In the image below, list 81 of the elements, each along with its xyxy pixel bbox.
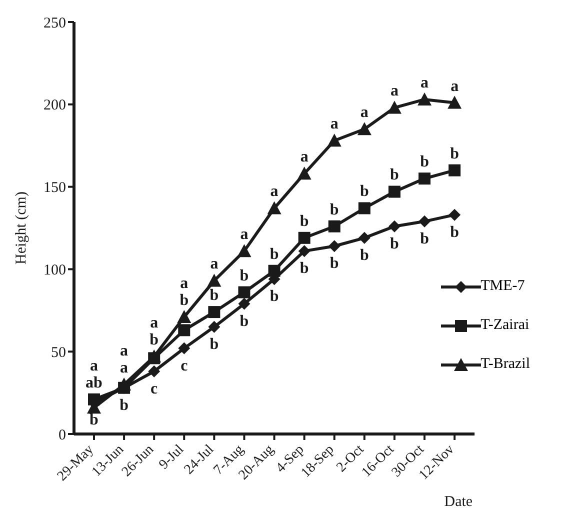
point [448, 96, 462, 109]
annotation: ab [86, 374, 103, 392]
annotation: a [120, 360, 128, 377]
point [327, 134, 342, 147]
point [387, 100, 402, 114]
annotation: b [210, 336, 219, 353]
y-tick-label: 100 [44, 262, 66, 279]
point [178, 342, 190, 354]
point [207, 274, 222, 287]
point [208, 306, 220, 318]
point [237, 244, 252, 258]
annotation: a [450, 78, 459, 95]
annotation: a [360, 104, 368, 122]
y-tick-label: 200 [44, 98, 66, 114]
annotation: a [420, 74, 429, 92]
point [418, 172, 431, 185]
annotation: b [420, 154, 430, 171]
annotation: b [240, 267, 249, 284]
y-tick-label: 150 [44, 180, 66, 196]
annotation: b [120, 396, 129, 414]
legend-label: T-Brazil [480, 356, 530, 373]
point [268, 264, 280, 277]
annotation: b [210, 287, 219, 304]
point [448, 164, 461, 176]
y-axis-title: Height (cm) [13, 192, 30, 264]
annotation: b [330, 255, 339, 272]
annotation: b [300, 212, 309, 230]
annotation: a [180, 274, 188, 292]
legend-label: TME-7 [480, 278, 525, 295]
point [238, 298, 250, 310]
point [298, 245, 310, 258]
point [267, 201, 282, 214]
annotation: b [390, 235, 400, 252]
point [328, 240, 340, 252]
annotation: b [150, 332, 159, 349]
point [388, 186, 400, 198]
annotation: b [270, 246, 279, 263]
annotation: a [300, 148, 308, 166]
annotation: b [330, 201, 339, 218]
point [298, 232, 310, 244]
annotation: a [330, 116, 338, 133]
annotation: a [390, 82, 398, 100]
point [178, 324, 190, 336]
annotation: a [270, 183, 278, 200]
point [88, 393, 100, 406]
annotation: b [90, 412, 99, 429]
point [448, 208, 461, 221]
annotation: b [450, 224, 460, 241]
y-tick-label: 0 [58, 427, 66, 444]
x-axis-title: Date [444, 494, 473, 510]
y-tick-label: 250 [44, 15, 66, 32]
annotation: b [180, 292, 189, 309]
legend-label: T-Zairai [480, 317, 530, 334]
point [208, 320, 220, 333]
annotation: b [450, 145, 460, 162]
y-tick-label: 50 [51, 344, 66, 361]
annotation: a [240, 226, 248, 244]
annotation: b [300, 260, 309, 278]
point [418, 215, 431, 228]
point [238, 286, 250, 298]
annotation: c [150, 380, 158, 398]
annotation: b [360, 246, 369, 264]
point [358, 202, 370, 214]
annotation: a [210, 256, 218, 273]
point [177, 310, 192, 323]
point [328, 220, 340, 232]
annotation: b [390, 166, 400, 184]
point [297, 166, 312, 180]
point [418, 92, 432, 106]
annotation: a [150, 314, 158, 332]
annotation: a [90, 357, 98, 374]
annotation: a [120, 342, 128, 360]
point [148, 365, 160, 378]
point [388, 220, 400, 232]
annotation: b [420, 230, 430, 248]
point [358, 232, 370, 244]
annotation: b [360, 183, 369, 200]
annotation: c [180, 357, 188, 374]
point [357, 122, 372, 136]
annotation: b [240, 312, 249, 330]
annotation: b [270, 288, 279, 306]
